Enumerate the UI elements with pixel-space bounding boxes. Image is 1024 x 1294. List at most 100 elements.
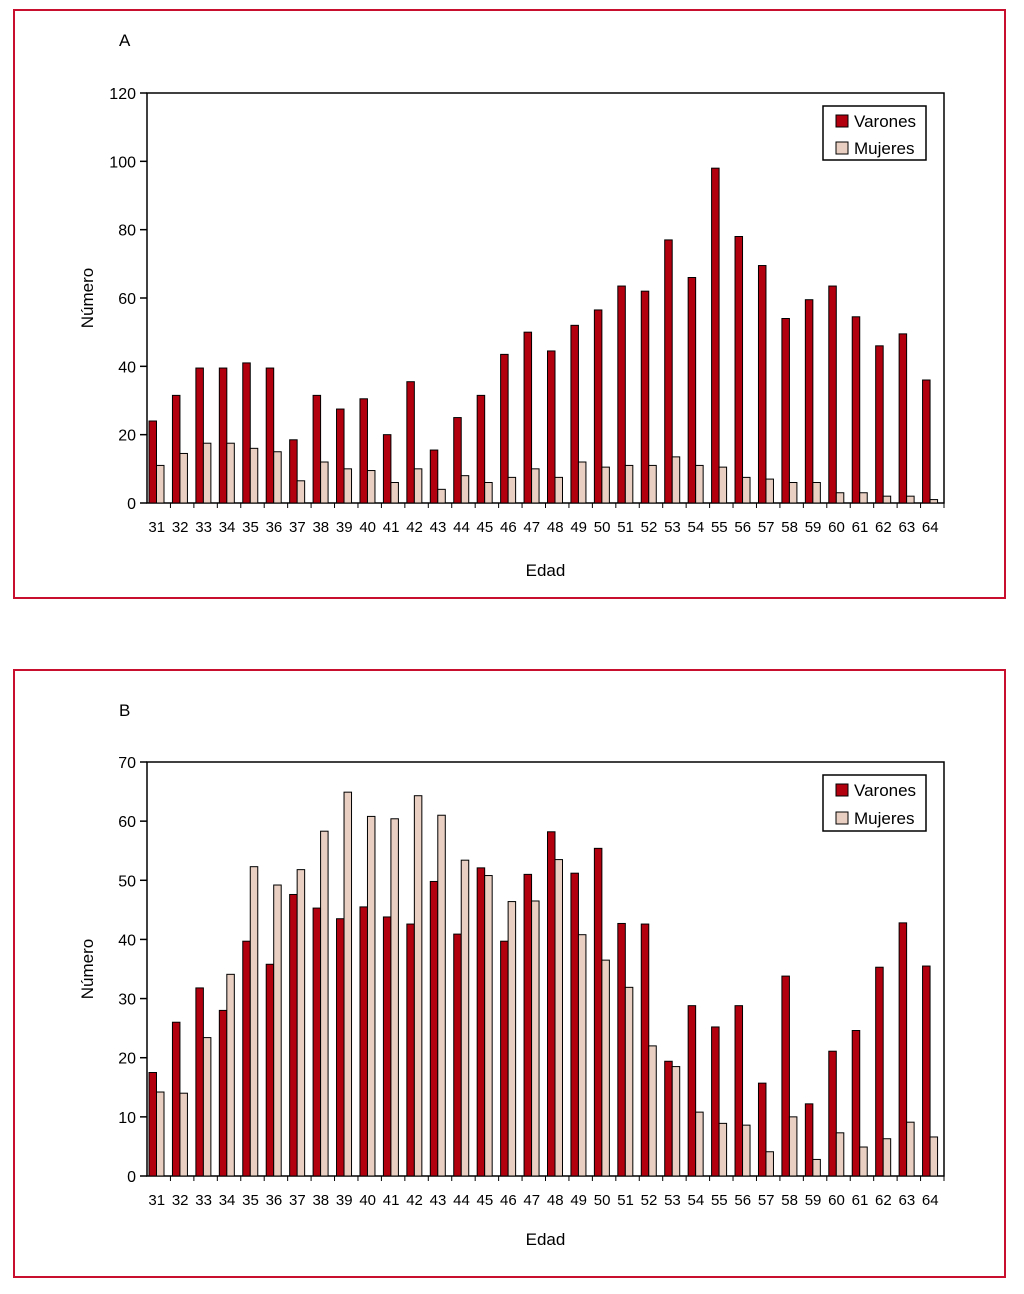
bar-mujeres-48	[554, 859, 563, 1177]
bar-varones-57	[757, 1082, 767, 1177]
x-tick-label-55: 55	[711, 1192, 728, 1209]
bar-varones-38	[312, 394, 322, 504]
bar-varones-33	[195, 987, 204, 1177]
x-tick-label-51: 51	[617, 1192, 634, 1209]
bar-varones-44	[453, 933, 462, 1177]
x-tick-label-34: 34	[219, 519, 236, 536]
bar-mujeres-61	[859, 492, 868, 504]
bar-varones-58	[781, 318, 790, 504]
bar-varones-45	[476, 867, 486, 1177]
bar-mujeres-36	[273, 451, 282, 504]
bar-mujeres-64	[929, 1136, 939, 1177]
x-tick-label-56: 56	[734, 1192, 751, 1209]
bar-mujeres-61	[859, 1146, 868, 1177]
bar-mujeres-50	[601, 959, 610, 1177]
legend-label-varones: Varones	[854, 781, 916, 800]
bar-varones-50	[593, 847, 603, 1177]
bar-varones-49	[570, 324, 579, 504]
bar-varones-36	[265, 367, 275, 504]
bar-mujeres-39	[343, 468, 353, 504]
x-tick-label-58: 58	[781, 519, 798, 536]
x-tick-label-44: 44	[453, 1192, 470, 1209]
bar-mujeres-42	[413, 795, 423, 1177]
bar-varones-52	[640, 923, 650, 1177]
x-tick-label-40: 40	[359, 519, 376, 536]
bar-mujeres-31	[156, 464, 165, 504]
bar-varones-51	[617, 922, 626, 1177]
x-tick-label-54: 54	[688, 1192, 705, 1209]
bar-mujeres-59	[812, 1158, 821, 1177]
x-tick-label-36: 36	[266, 1192, 283, 1209]
bar-varones-42	[406, 923, 415, 1177]
x-tick-label-63: 63	[898, 1192, 915, 1209]
bar-mujeres-63	[906, 1121, 915, 1177]
bar-varones-36	[265, 963, 275, 1177]
bar-mujeres-39	[343, 791, 353, 1177]
bar-mujeres-31	[156, 1091, 165, 1177]
bar-varones-56	[734, 1005, 744, 1177]
x-tick-label-39: 39	[336, 519, 353, 536]
bar-mujeres-34	[226, 973, 235, 1177]
bar-mujeres-44	[460, 475, 470, 504]
bar-mujeres-34	[226, 442, 235, 504]
x-tick-label-57: 57	[758, 1192, 775, 1209]
y-tick-label: 70	[118, 755, 136, 772]
bar-varones-59	[804, 1103, 814, 1177]
bar-varones-62	[875, 345, 884, 504]
x-tick-label-45: 45	[477, 1192, 494, 1209]
bar-mujeres-37	[296, 869, 306, 1177]
x-tick-label-60: 60	[828, 519, 845, 536]
bar-mujeres-43	[437, 488, 446, 504]
x-tick-label-56: 56	[734, 519, 751, 536]
bar-varones-34	[218, 367, 228, 504]
bar-chart-b: B 0 10 20 30 40 50 60 70 31 32 33 34 35 36 37 38 39 40 41 42…	[78, 701, 945, 1249]
x-tick-label-43: 43	[430, 519, 447, 536]
bar-varones-61	[851, 1030, 861, 1177]
x-tick-label-52: 52	[641, 1192, 658, 1209]
x-tick-label-35: 35	[242, 519, 259, 536]
bar-mujeres-49	[577, 934, 587, 1177]
bar-varones-31	[148, 1072, 157, 1177]
bar-varones-48	[547, 831, 556, 1177]
bar-varones-35	[242, 940, 251, 1177]
bar-varones-39	[336, 408, 345, 504]
bar-varones-35	[242, 362, 251, 504]
legend-label-mujeres: Mujeres	[854, 139, 914, 158]
x-tick-label-37: 37	[289, 1192, 306, 1209]
y-axis-label: Número	[78, 939, 97, 999]
bar-varones-32	[171, 1021, 181, 1177]
bar-mujeres-60	[835, 1132, 845, 1177]
x-tick-label-50: 50	[594, 519, 611, 536]
bar-varones-52	[640, 290, 650, 504]
x-tick-label-31: 31	[148, 1192, 165, 1209]
y-tick-label: 20	[118, 1051, 136, 1068]
legend-swatch-mujeres	[835, 141, 849, 155]
x-tick-label-48: 48	[547, 519, 564, 536]
x-tick-label-42: 42	[406, 1192, 423, 1209]
y-tick-label: 0	[127, 1169, 136, 1186]
bar-mujeres-35	[249, 447, 259, 504]
bar-chart-a: A 0 20 40 60 80 100 120 31 32 33 34 35 36 37 38 39 40 41 42…	[78, 31, 945, 580]
chart-panel-a: A 0 20 40 60 80 100 120 31 32 33 34 35 36 37 38 39 40 41 42…	[13, 9, 1006, 599]
y-tick-label: 120	[109, 86, 136, 103]
bar-varones-58	[781, 975, 790, 1177]
bar-varones-55	[711, 1026, 720, 1177]
bar-varones-32	[171, 394, 181, 504]
bar-mujeres-42	[413, 468, 423, 504]
y-tick-label: 0	[127, 496, 136, 513]
bar-varones-39	[336, 918, 345, 1177]
bar-mujeres-33	[202, 442, 212, 504]
bar-mujeres-53	[671, 1066, 681, 1177]
x-tick-label-43: 43	[430, 1192, 447, 1209]
bar-mujeres-52	[648, 464, 657, 504]
bar-varones-63	[898, 333, 908, 504]
bar-mujeres-46	[507, 901, 517, 1177]
bar-mujeres-46	[507, 476, 517, 504]
bar-mujeres-35	[249, 866, 259, 1177]
bar-varones-41	[382, 916, 392, 1177]
x-axis-label: Edad	[526, 561, 566, 580]
bar-mujeres-38	[320, 830, 329, 1177]
bar-varones-60	[828, 1050, 837, 1177]
bar-mujeres-60	[835, 492, 845, 504]
x-tick-label-49: 49	[570, 519, 587, 536]
